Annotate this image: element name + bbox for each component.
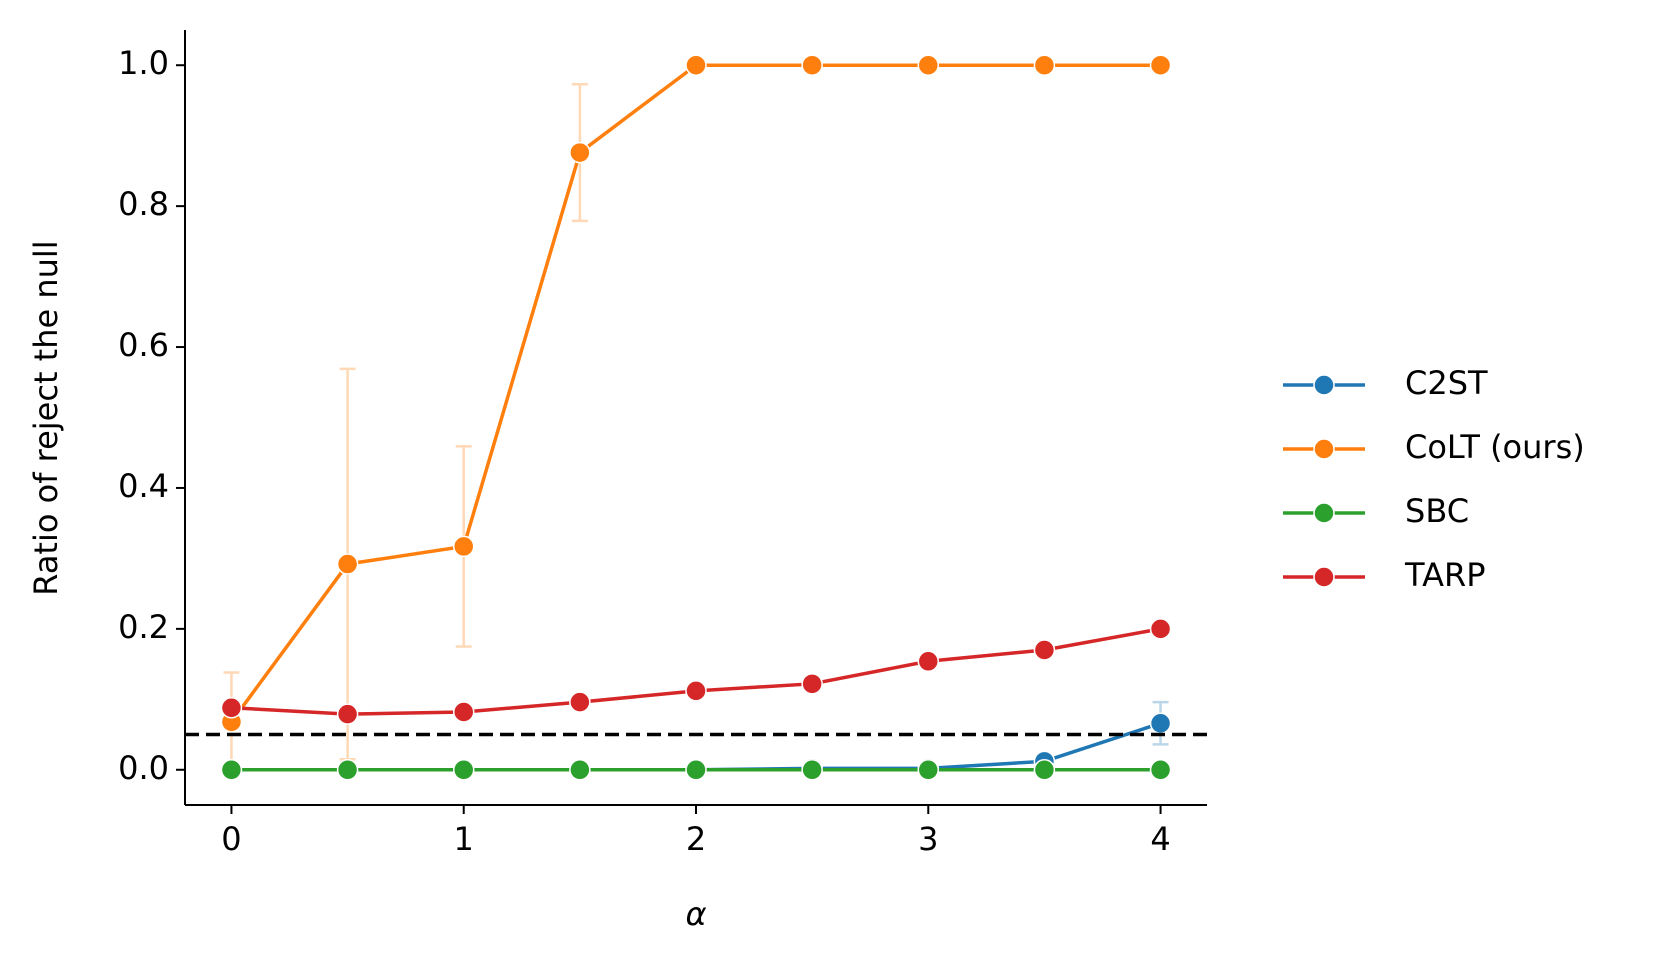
y-tick-label: 1.0 [118,44,169,82]
point [917,650,940,673]
point [685,680,707,702]
point [452,701,475,723]
point [1149,712,1172,735]
point [1033,54,1056,76]
legend-label: SBC [1405,492,1469,530]
y-tick-label: 0.4 [118,467,169,505]
point [220,759,243,781]
point [917,54,940,76]
point [1149,54,1172,76]
legend-label: TARP [1404,556,1485,594]
y-tick-label: 0.8 [118,185,169,223]
point [685,759,707,781]
legend-marker [1313,566,1335,588]
point [452,535,475,558]
point [801,673,823,695]
x-tick-label: 2 [686,820,706,858]
point [452,759,475,781]
x-tick-label: 3 [918,820,938,858]
point [336,553,359,575]
point [917,759,940,781]
x-tick-label: 4 [1150,820,1170,858]
y-tick-label: 0.2 [118,608,169,646]
point [220,697,243,719]
point [1033,759,1056,781]
point [569,141,591,164]
x-axis-label: α [685,895,706,933]
series-line [230,63,1161,723]
point [801,759,823,781]
y-tick-label: 0.0 [118,749,169,787]
point [336,759,359,781]
point [1149,618,1172,640]
point [801,54,823,76]
x-tick-label: 0 [221,820,241,858]
legend-label: CoLT (ours) [1405,428,1585,466]
legend-marker [1313,438,1335,460]
point [1033,639,1056,661]
legend-marker [1313,502,1335,524]
point [336,703,359,725]
legend-label: C2ST [1405,364,1488,402]
legend-marker [1313,374,1335,396]
y-axis-label: Ratio of reject the null [27,240,65,595]
point [685,54,707,76]
y-tick-label: 0.6 [118,326,169,364]
point [569,691,591,713]
point [1149,759,1172,781]
point [569,759,591,781]
x-tick-label: 1 [454,820,474,858]
